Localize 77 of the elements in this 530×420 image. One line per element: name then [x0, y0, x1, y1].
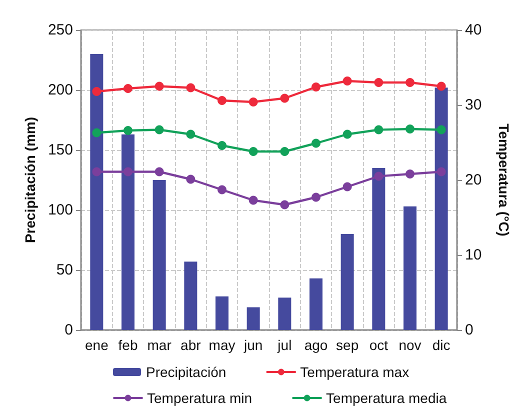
bar — [216, 296, 228, 330]
point — [124, 167, 132, 176]
point — [280, 200, 290, 210]
y-tick-label: 0 — [64, 322, 73, 338]
legend-label: Temperatura min — [147, 390, 252, 406]
bar — [90, 54, 104, 330]
point — [248, 147, 258, 156]
y-tick-label: 50 — [56, 262, 73, 278]
point — [342, 76, 352, 86]
point — [154, 125, 164, 134]
point — [154, 167, 164, 176]
bar — [152, 180, 166, 330]
x-tick-label: feb — [118, 337, 138, 353]
point — [218, 185, 226, 194]
point — [406, 170, 414, 178]
bar — [404, 206, 416, 330]
point — [406, 124, 414, 134]
point — [436, 167, 446, 176]
y-tick-label: 150 — [48, 142, 73, 158]
y2-axis-title: Temperatura (°C) — [496, 124, 512, 236]
bar — [340, 234, 354, 330]
x-tick-label: ene — [84, 337, 109, 353]
point — [374, 172, 384, 181]
point — [92, 128, 102, 138]
point — [124, 84, 132, 93]
point — [92, 87, 102, 96]
point — [406, 78, 414, 87]
point — [248, 98, 258, 106]
point — [312, 138, 320, 148]
point — [124, 126, 132, 135]
x-tick-label: mar — [147, 337, 172, 353]
bar — [434, 88, 448, 330]
x-tick-label: oct — [369, 337, 388, 353]
point — [92, 167, 102, 176]
bar — [278, 298, 292, 330]
point — [280, 147, 290, 156]
point — [436, 125, 446, 134]
x-tick-label: dic — [432, 337, 450, 353]
y-tick-label: 250 — [48, 22, 73, 38]
y2-tick-label: 40 — [465, 22, 482, 38]
point — [186, 174, 196, 184]
legend-label: Temperatura media — [326, 390, 447, 406]
y2-tick-label: 0 — [465, 322, 474, 338]
point — [342, 130, 352, 139]
x-tick-label: nov — [398, 337, 422, 353]
point — [436, 82, 446, 91]
bar — [184, 262, 198, 330]
y-tick-label: 100 — [48, 202, 73, 218]
y2-tick-label: 10 — [465, 246, 482, 264]
x-tick-label: ago — [304, 337, 328, 353]
point — [312, 192, 320, 202]
x-tick-label: jul — [276, 337, 292, 353]
bar — [246, 307, 260, 330]
y2-tick-label: 30 — [465, 96, 482, 114]
bar — [122, 134, 134, 330]
point — [248, 196, 258, 205]
point — [186, 130, 196, 139]
x-tick-label: sep — [336, 337, 359, 353]
point — [186, 83, 196, 92]
point — [342, 182, 352, 192]
x-tick-label: abr — [180, 337, 202, 353]
y2-tick-label: 20 — [465, 172, 482, 188]
legend-label: Precipitación — [146, 364, 226, 380]
point — [374, 78, 384, 87]
point — [218, 96, 226, 105]
x-tick-label: jun — [242, 337, 263, 353]
y-tick-label: 200 — [48, 82, 73, 98]
legend-label: Temperatura max — [300, 364, 410, 380]
point — [312, 82, 320, 92]
point — [154, 82, 164, 91]
bar — [372, 168, 386, 330]
x-tick-label: may — [208, 337, 236, 353]
point — [280, 94, 290, 103]
y-axis-title: Precipitación (mm) — [22, 116, 38, 244]
bar — [310, 278, 322, 330]
point — [374, 125, 384, 134]
point — [218, 141, 226, 150]
